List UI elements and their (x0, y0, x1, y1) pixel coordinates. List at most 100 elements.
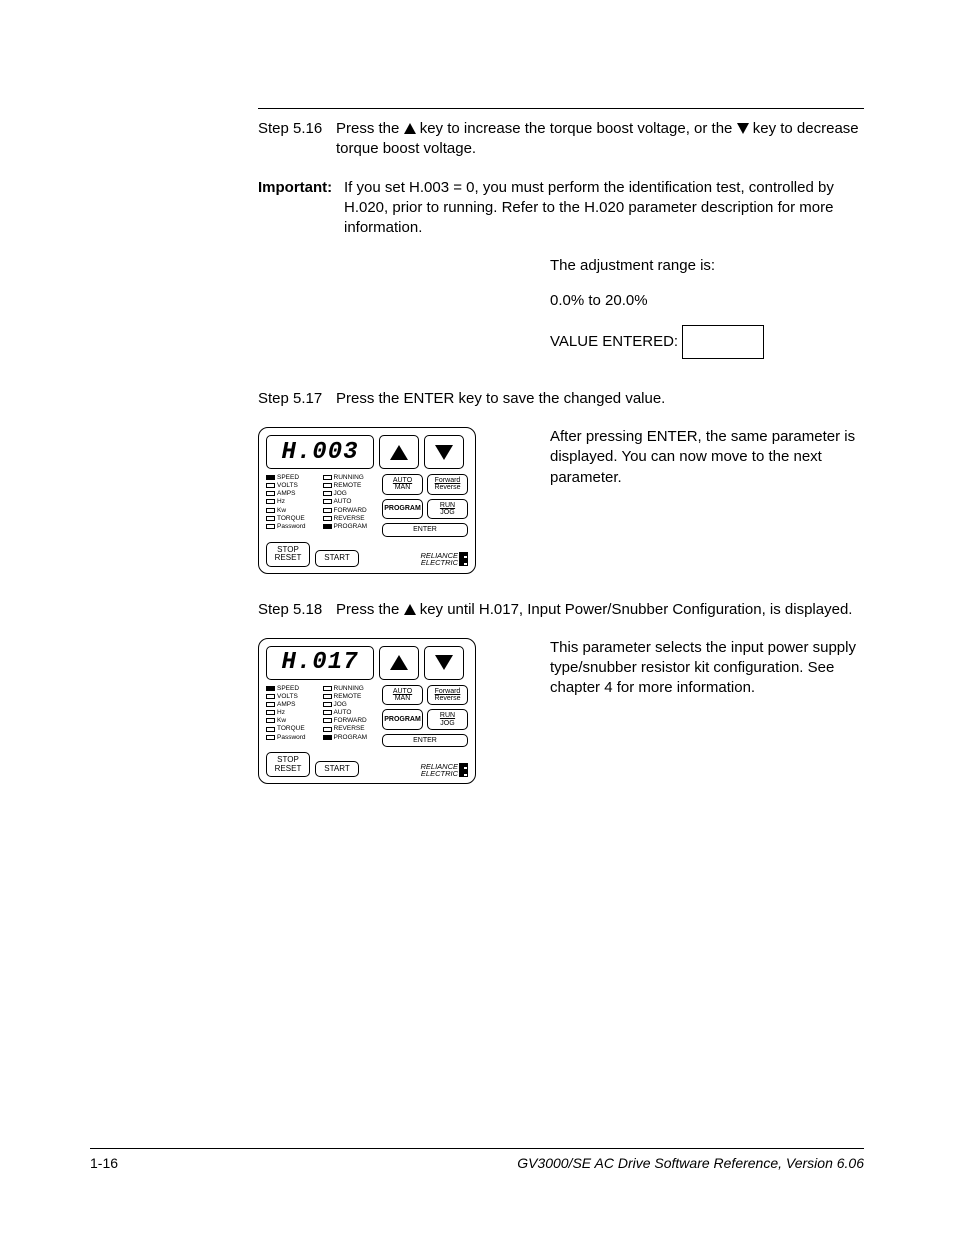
text: Press the (336, 120, 404, 137)
led-row: Kw (266, 507, 320, 514)
led-label: JOG (334, 701, 347, 708)
up-button[interactable] (379, 646, 419, 680)
led-grid: SPEEDVOLTSAMPSHzKwTORQUE Password RUNNING… (266, 685, 376, 748)
led-indicator (323, 702, 332, 707)
led-indicator (323, 710, 332, 715)
led-label: AUTO (334, 498, 352, 505)
led-indicator (266, 508, 275, 513)
step-label: Step 5.18 (258, 600, 336, 620)
adjustment-range-label: The adjustment range is: (550, 256, 864, 276)
led-label: TORQUE (277, 515, 305, 522)
top-rule (258, 108, 864, 109)
led-indicator (266, 710, 275, 715)
down-button[interactable] (424, 435, 464, 469)
forward-reverse-button[interactable]: ForwardReverse (427, 474, 468, 495)
led-indicator (323, 686, 332, 691)
page-number: 1-16 (90, 1155, 118, 1171)
down-arrow-icon (435, 445, 453, 460)
auto-man-button[interactable]: AUTOMAN (382, 474, 423, 495)
led-indicator (323, 718, 332, 723)
enter-button[interactable]: ENTER (382, 734, 468, 747)
step-5-17-figure-row: H.003 SPEEDVOLTSAMPSHzKwTORQUEPassword R… (258, 427, 864, 574)
led-label: Kw (277, 717, 286, 724)
keypad-figure: H.017 SPEEDVOLTSAMPSHzKwTORQUEPassword R… (258, 638, 494, 785)
enter-button[interactable]: ENTER (382, 523, 468, 536)
led-indicator (266, 718, 275, 723)
led-indicator (323, 694, 332, 699)
led-label: Hz (277, 709, 285, 716)
led-label: TORQUE (277, 725, 305, 732)
led-indicator (266, 727, 275, 732)
step-label: Step 5.16 (258, 119, 336, 160)
led-row: FORWARD (323, 717, 377, 724)
led-label: VOLTS (277, 482, 298, 489)
led-row: Kw (266, 717, 320, 724)
stop-reset-button[interactable]: STOPRESET (266, 752, 310, 777)
led-indicator (323, 483, 332, 488)
keypad-panel: H.017 SPEEDVOLTSAMPSHzKwTORQUEPassword R… (258, 638, 476, 785)
led-label: Password (277, 734, 306, 741)
led-label: PROGRAM (334, 734, 368, 741)
led-indicator (323, 508, 332, 513)
side-buttons: AUTOMAN ForwardReverse PROGRAM RUNJOG EN… (382, 474, 468, 537)
forward-reverse-button[interactable]: ForwardReverse (427, 685, 468, 706)
led-row: TORQUE (266, 515, 320, 522)
step-body: Press the key until H.017, Input Power/S… (336, 600, 864, 620)
led-row: RUNNING (323, 474, 377, 481)
led-row: SPEED (266, 474, 320, 481)
led-row: RUNNING (323, 685, 377, 692)
led-label: REVERSE (334, 725, 365, 732)
value-entered-box[interactable] (682, 325, 764, 359)
led-label: JOG (334, 490, 347, 497)
led-label: RUNNING (334, 685, 364, 692)
start-button[interactable]: START (315, 761, 359, 777)
run-jog-button[interactable]: RUNJOG (427, 709, 468, 730)
text: key to increase the torque boost voltage… (420, 120, 737, 137)
step-body: Press the ENTER key to save the changed … (336, 389, 864, 409)
led-indicator (266, 516, 275, 521)
text: key until H.017, Input Power/Snubber Con… (420, 601, 853, 618)
up-button[interactable] (379, 435, 419, 469)
program-button[interactable]: PROGRAM (382, 709, 423, 730)
step-5-16: Step 5.16 Press the key to increase the … (258, 119, 864, 160)
led-row: Hz (266, 498, 320, 505)
led-row: REMOTE (323, 693, 377, 700)
program-button[interactable]: PROGRAM (382, 499, 423, 520)
brand-logo: RELIANCEELECTRIC (420, 552, 468, 566)
led-label: FORWARD (334, 507, 367, 514)
run-jog-button[interactable]: RUNJOG (427, 499, 468, 520)
step-5-18-figure-row: H.017 SPEEDVOLTSAMPSHzKwTORQUEPassword R… (258, 638, 864, 785)
led-indicator (323, 516, 332, 521)
page: Step 5.16 Press the key to increase the … (0, 0, 954, 784)
document-title: GV3000/SE AC Drive Software Reference, V… (517, 1155, 864, 1171)
adjustment-range-value: 0.0% to 20.0% (550, 291, 864, 311)
step-5-17-desc: After pressing ENTER, the same parameter… (550, 427, 864, 574)
led-label: VOLTS (277, 693, 298, 700)
led-label: SPEED (277, 474, 299, 481)
led-label: Kw (277, 507, 286, 514)
step-label: Step 5.17 (258, 389, 336, 409)
down-arrow-icon (435, 655, 453, 670)
led-indicator (323, 491, 332, 496)
led-label: RUNNING (334, 474, 364, 481)
auto-man-button[interactable]: AUTOMAN (382, 685, 423, 706)
value-entered-label: VALUE ENTERED: (550, 333, 678, 350)
down-button[interactable] (424, 646, 464, 680)
value-entered-row: VALUE ENTERED: (550, 325, 864, 359)
led-indicator (323, 475, 332, 480)
led-row: REVERSE (323, 515, 377, 522)
led-row: SPEED (266, 685, 320, 692)
important-label: Important: (258, 178, 344, 239)
led-row: Password (266, 734, 320, 741)
led-indicator (266, 475, 275, 480)
led-indicator (266, 694, 275, 699)
start-button[interactable]: START (315, 550, 359, 566)
stop-reset-button[interactable]: STOPRESET (266, 542, 310, 567)
led-label: AMPS (277, 701, 295, 708)
led-row: Password (266, 523, 320, 530)
up-arrow-icon (390, 655, 408, 670)
led-row: FORWARD (323, 507, 377, 514)
brand-logo: RELIANCEELECTRIC (420, 763, 468, 777)
led-indicator (266, 524, 275, 529)
text: Press the (336, 601, 404, 618)
